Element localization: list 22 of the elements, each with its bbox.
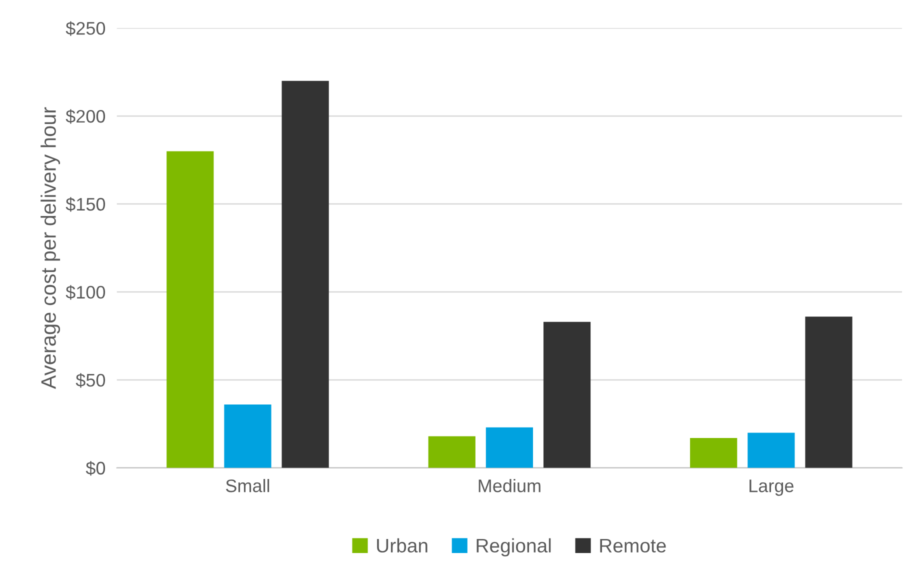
bar: [805, 316, 852, 468]
bar: [428, 436, 476, 468]
y-tick-label: $150: [66, 197, 106, 212]
y-tick-label: $100: [66, 285, 106, 300]
y-tick-label: $0: [86, 461, 106, 476]
x-tick-label: Small: [226, 478, 270, 492]
bar: [690, 438, 738, 468]
bar: [166, 151, 214, 468]
y-tick-label: $200: [66, 109, 106, 124]
bar: [748, 432, 795, 468]
legend-label: Urban: [377, 538, 428, 553]
y-tick-label: $50: [76, 373, 106, 388]
bar: [282, 80, 329, 468]
y-tick-label: $250: [66, 21, 106, 36]
bar: [543, 322, 591, 468]
bar: [486, 427, 534, 468]
x-tick-label: Medium: [478, 478, 540, 492]
bar: [224, 404, 272, 468]
legend-label: Regional: [476, 538, 551, 556]
legend-label: Remote: [600, 538, 666, 553]
x-tick-label: Large: [750, 480, 794, 496]
y-axis-title: Average cost per delivery hour: [40, 107, 60, 390]
